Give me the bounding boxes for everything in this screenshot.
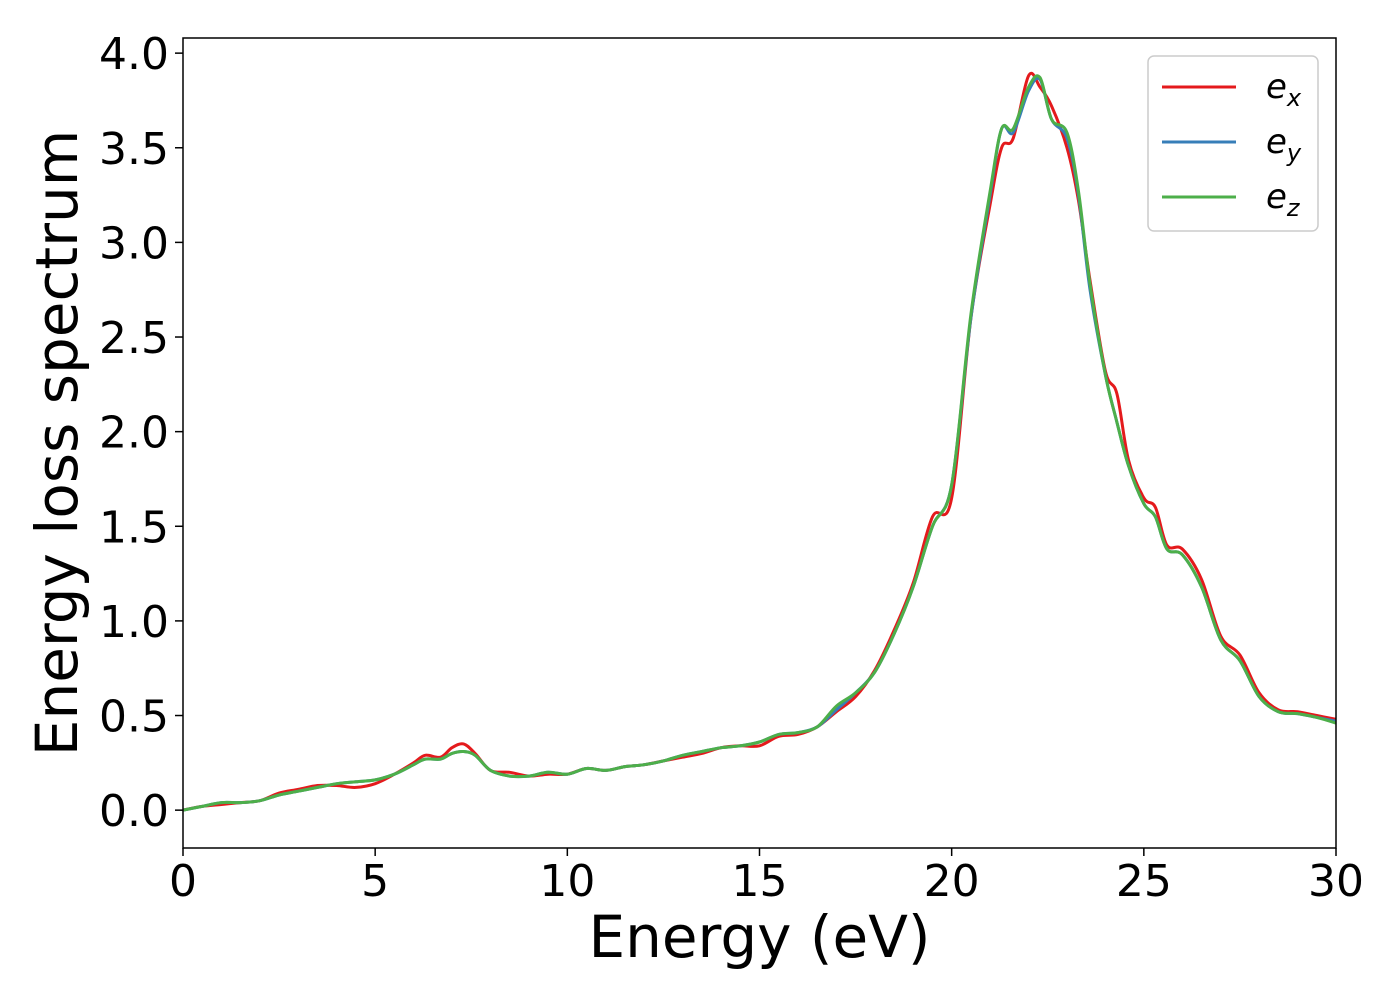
y-tick-label: 3.5 — [99, 124, 169, 175]
series-line-e-z — [183, 74, 1336, 812]
series-layer — [183, 71, 1336, 812]
y-tick-label: 1.5 — [99, 502, 169, 553]
x-tick-label: 20 — [924, 856, 980, 907]
x-tick-label: 10 — [539, 856, 595, 907]
y-axis-title: Energy loss spectrum — [23, 130, 91, 756]
x-axis: 0 5 10 15 20 25 30 — [169, 848, 1364, 907]
x-tick-label: 25 — [1116, 856, 1172, 907]
x-axis-title: Energy (eV) — [588, 903, 930, 971]
y-tick-label: 2.5 — [99, 313, 169, 364]
x-tick-label: 15 — [732, 856, 788, 907]
y-tick-label: 3.0 — [99, 218, 169, 269]
x-tick-label: 5 — [361, 856, 389, 907]
y-tick-label: 4.0 — [99, 29, 169, 80]
y-tick-label: 1.0 — [99, 597, 169, 648]
y-tick-label: 2.0 — [99, 408, 169, 459]
x-tick-label: 0 — [169, 856, 197, 907]
y-tick-label: 0.0 — [99, 786, 169, 837]
y-axis: 0.0 0.5 1.0 1.5 2.0 2.5 3.0 3.5 4.0 — [99, 29, 183, 837]
y-tick-label: 0.5 — [99, 692, 169, 743]
x-tick-label: 30 — [1308, 856, 1364, 907]
